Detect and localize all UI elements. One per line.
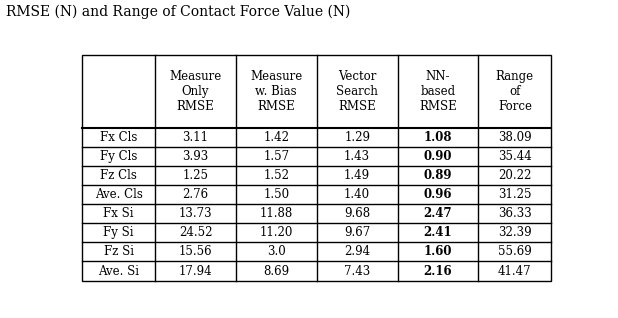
Text: 0.90: 0.90 (424, 150, 452, 163)
Text: 1.52: 1.52 (263, 169, 289, 182)
Text: 9.67: 9.67 (344, 226, 370, 239)
Text: Fx Si: Fx Si (103, 207, 133, 220)
Text: 7.43: 7.43 (344, 265, 370, 278)
Text: 41.47: 41.47 (498, 265, 531, 278)
Text: Fy Cls: Fy Cls (100, 150, 137, 163)
Text: 38.09: 38.09 (498, 131, 531, 144)
Text: 2.16: 2.16 (424, 265, 452, 278)
Text: 13.73: 13.73 (179, 207, 213, 220)
Text: 3.93: 3.93 (182, 150, 209, 163)
Text: 1.08: 1.08 (424, 131, 452, 144)
Text: 8.69: 8.69 (263, 265, 289, 278)
Text: 1.42: 1.42 (263, 131, 289, 144)
Text: Ave. Cls: Ave. Cls (95, 188, 143, 201)
Text: Ave. Si: Ave. Si (98, 265, 139, 278)
Text: NN-
based
RMSE: NN- based RMSE (419, 70, 457, 113)
Text: 1.40: 1.40 (344, 188, 370, 201)
Text: Fz Si: Fz Si (104, 245, 133, 259)
Text: RMSE (N) and Range of Contact Force Value (N): RMSE (N) and Range of Contact Force Valu… (6, 5, 350, 19)
Text: 9.68: 9.68 (344, 207, 370, 220)
Text: Fy Si: Fy Si (103, 226, 133, 239)
Text: 35.44: 35.44 (498, 150, 531, 163)
Text: 2.76: 2.76 (182, 188, 208, 201)
Text: Fz Cls: Fz Cls (100, 169, 137, 182)
Text: 1.49: 1.49 (344, 169, 370, 182)
Text: 1.29: 1.29 (344, 131, 370, 144)
Text: 36.33: 36.33 (498, 207, 531, 220)
Text: 0.89: 0.89 (424, 169, 452, 182)
Text: Measure
Only
RMSE: Measure Only RMSE (169, 70, 222, 113)
Text: 1.50: 1.50 (263, 188, 289, 201)
Text: 17.94: 17.94 (179, 265, 213, 278)
Text: 20.22: 20.22 (498, 169, 531, 182)
Text: 3.11: 3.11 (182, 131, 208, 144)
Text: 1.60: 1.60 (424, 245, 452, 259)
Text: 2.47: 2.47 (424, 207, 452, 220)
Text: 2.41: 2.41 (424, 226, 452, 239)
Text: 11.20: 11.20 (260, 226, 293, 239)
Text: 1.43: 1.43 (344, 150, 370, 163)
Text: 32.39: 32.39 (498, 226, 531, 239)
Text: 1.57: 1.57 (263, 150, 289, 163)
Text: Vector
Search
RMSE: Vector Search RMSE (336, 70, 378, 113)
Text: 0.96: 0.96 (424, 188, 452, 201)
Text: 11.88: 11.88 (260, 207, 293, 220)
Text: 3.0: 3.0 (267, 245, 286, 259)
Text: 24.52: 24.52 (179, 226, 212, 239)
Text: Measure
w. Bias
RMSE: Measure w. Bias RMSE (250, 70, 302, 113)
Text: Range
of
Force: Range of Force (496, 70, 534, 113)
Text: Fx Cls: Fx Cls (100, 131, 137, 144)
Text: 1.25: 1.25 (182, 169, 208, 182)
Text: 55.69: 55.69 (498, 245, 531, 259)
Text: 2.94: 2.94 (344, 245, 370, 259)
Text: 31.25: 31.25 (498, 188, 531, 201)
Text: 15.56: 15.56 (179, 245, 213, 259)
